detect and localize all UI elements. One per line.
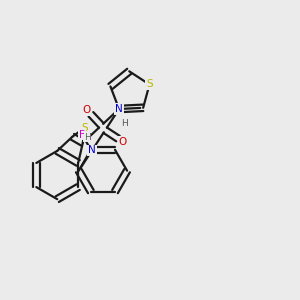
Text: N: N	[115, 104, 123, 114]
Text: N: N	[88, 146, 96, 155]
Text: S: S	[81, 123, 88, 133]
Text: O: O	[119, 137, 127, 147]
Text: H: H	[122, 119, 128, 128]
Text: H: H	[84, 133, 91, 142]
Text: O: O	[83, 105, 91, 115]
Text: S: S	[146, 80, 153, 89]
Text: F: F	[79, 130, 85, 140]
